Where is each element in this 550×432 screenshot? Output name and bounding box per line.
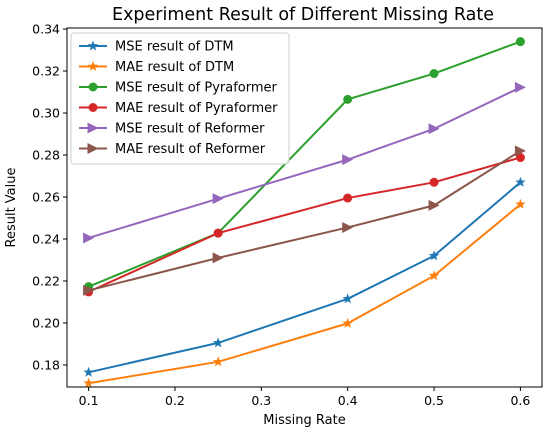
plot-area (83, 37, 526, 388)
data-point (213, 228, 223, 238)
y-tick-label: 0.28 (32, 148, 60, 163)
data-point (428, 270, 440, 281)
series-5 (83, 81, 526, 244)
data-point (342, 293, 353, 304)
chart-title: Experiment Result of Different Missing R… (112, 5, 494, 25)
data-point (428, 123, 440, 135)
data-point (428, 199, 440, 211)
legend-label: MSE result of Reformer (115, 122, 265, 137)
y-tick-label: 0.26 (32, 190, 60, 205)
legend-marker (88, 103, 98, 112)
x-tick-label: 0.5 (424, 393, 444, 408)
data-point (515, 153, 525, 163)
series-1 (83, 176, 526, 377)
y-tick-label: 0.34 (32, 22, 60, 37)
x-axis: 0.1 0.2 0.3 0.4 0.5 0.6 (79, 387, 530, 408)
data-point (83, 377, 94, 388)
y-tick-label: 0.24 (32, 231, 60, 246)
legend-marker (88, 82, 98, 92)
x-tick-label: 0.2 (165, 393, 185, 408)
data-point (342, 221, 354, 233)
data-point (429, 177, 439, 187)
data-point (428, 250, 440, 261)
legend-marker (87, 143, 99, 154)
y-tick-label: 0.20 (32, 315, 60, 330)
data-point (514, 145, 526, 157)
legend-box (70, 32, 290, 165)
legend-marker (87, 61, 99, 71)
data-point (212, 337, 224, 348)
y-tick-label: 0.30 (32, 106, 60, 121)
series-line (88, 181, 522, 374)
y-tick-label: 0.22 (32, 273, 60, 288)
y-axis-label: Result Value (4, 167, 19, 247)
legend-label: MAE result of Reformer (115, 142, 266, 157)
y-axis: 0.18 0.20 0.22 0.24 0.26 0.28 0.30 0.32 0.34 (32, 22, 67, 372)
legend-label: MAE result of DTM (115, 60, 234, 75)
data-point (515, 176, 526, 187)
legend-label: MSE result of DTM (115, 40, 234, 55)
data-point (514, 81, 526, 93)
data-point (343, 94, 353, 104)
legend: MSE result of DTM MAE result of DTM MSE re… (70, 32, 290, 165)
series-3 (84, 37, 525, 292)
data-point (343, 193, 353, 203)
data-point (342, 317, 353, 328)
data-point (212, 193, 224, 205)
data-point (212, 356, 224, 367)
y-tick-label: 0.32 (32, 64, 60, 79)
series-line (88, 203, 522, 385)
x-tick-label: 0.6 (510, 393, 530, 408)
legend-marker (87, 40, 99, 51)
data-point (429, 69, 439, 79)
data-point (515, 198, 526, 209)
y-tick-label: 0.18 (32, 357, 60, 372)
data-point (83, 366, 94, 377)
series-2 (83, 198, 526, 388)
x-tick-label: 0.1 (79, 393, 99, 408)
plot-frame (66, 27, 543, 388)
data-point (83, 232, 95, 244)
legend-label: MAE result of Pyraformer (115, 101, 278, 116)
x-axis-label: Missing Rate (263, 413, 345, 428)
legend-marker (87, 122, 99, 134)
x-tick-label: 0.3 (251, 393, 271, 408)
x-tick-label: 0.4 (338, 393, 358, 408)
data-point (342, 154, 354, 166)
legend-label: MSE result of Pyraformer (115, 81, 278, 96)
data-point (212, 252, 224, 264)
series-line (88, 156, 521, 293)
series-6 (83, 145, 526, 296)
data-point (515, 37, 525, 47)
data-point (83, 284, 95, 296)
